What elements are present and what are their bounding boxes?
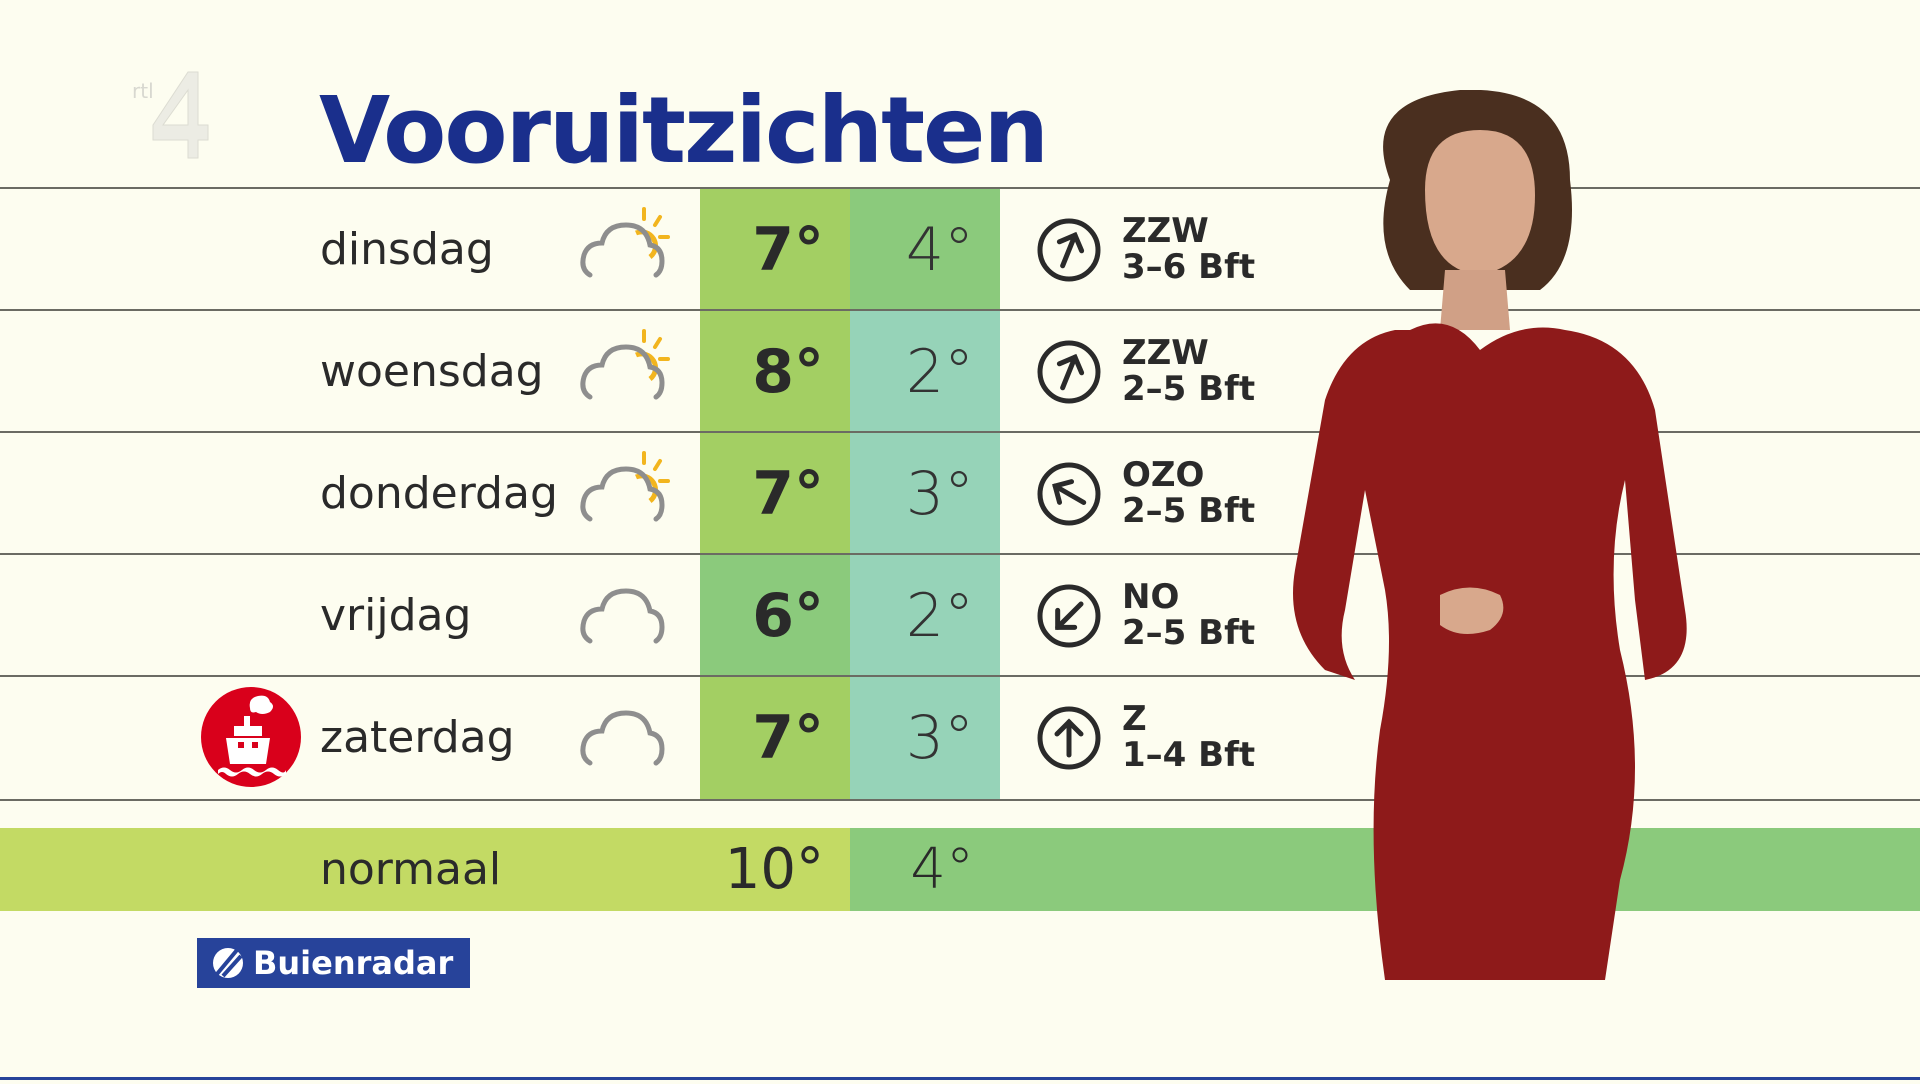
day-label: woensdag bbox=[320, 346, 544, 397]
cloud-sun-icon bbox=[578, 325, 676, 417]
wind-info: ZZW 2–5 Bft bbox=[1122, 335, 1255, 407]
buienradar-logo: Buienradar bbox=[197, 938, 470, 988]
low-temp: 2° bbox=[850, 555, 1000, 677]
wind-info: OZO 2–5 Bft bbox=[1122, 457, 1255, 529]
cloud-sun-icon bbox=[578, 203, 676, 295]
page-title: Vooruitzichten bbox=[319, 77, 1049, 184]
high-temp: 8° bbox=[700, 311, 850, 433]
cloud-sun-icon bbox=[578, 447, 676, 539]
high-temp: 7° bbox=[700, 189, 850, 311]
day-label: donderdag bbox=[320, 468, 558, 519]
boat-icon bbox=[200, 686, 302, 788]
cloud-icon bbox=[578, 691, 676, 783]
rtl4-logo: rtl bbox=[128, 70, 228, 160]
low-temp: 4° bbox=[850, 189, 1000, 311]
normal-low: 4° bbox=[910, 837, 974, 902]
wind-arrow-icon bbox=[1036, 461, 1102, 527]
wind-force: 1–4 Bft bbox=[1122, 735, 1256, 775]
wind-direction: OZO bbox=[1122, 455, 1205, 495]
day-label: zaterdag bbox=[320, 712, 515, 763]
low-temp: 3° bbox=[850, 677, 1000, 799]
forecast-row: 6° 2° vrijdag NO 2–5 Bft bbox=[0, 553, 1920, 677]
forecast-row: 7° 4° dinsdag ZZW 3–6 Bft bbox=[0, 187, 1920, 311]
buienradar-label: Buienradar bbox=[253, 944, 454, 982]
wind-arrow-icon bbox=[1036, 705, 1102, 771]
forecast-row: 7° 3° donderdag OZO 2–5 Bft bbox=[0, 431, 1920, 555]
svg-text:rtl: rtl bbox=[132, 79, 154, 103]
normal-high: 10° bbox=[724, 837, 824, 902]
wind-arrow-icon bbox=[1036, 339, 1102, 405]
low-temp: 2° bbox=[850, 311, 1000, 433]
wind-force: 2–5 Bft bbox=[1122, 613, 1256, 653]
wind-info: Z 1–4 Bft bbox=[1122, 701, 1255, 773]
wind-direction: ZZW bbox=[1122, 333, 1209, 373]
normal-label: normaal bbox=[320, 844, 502, 895]
day-label: vrijdag bbox=[320, 590, 472, 641]
bottom-edge bbox=[0, 1077, 1920, 1080]
wind-direction: NO bbox=[1122, 577, 1180, 617]
forecast-row: 7° 3° zaterdag Z 1–4 Bft bbox=[0, 675, 1920, 801]
wind-info: NO 2–5 Bft bbox=[1122, 579, 1255, 651]
high-temp: 7° bbox=[700, 677, 850, 799]
buienradar-icon bbox=[213, 948, 243, 978]
wind-info: ZZW 3–6 Bft bbox=[1122, 213, 1255, 285]
wind-direction: Z bbox=[1122, 699, 1147, 739]
wind-arrow-icon bbox=[1036, 217, 1102, 283]
normal-high-band bbox=[0, 828, 850, 911]
wind-force: 2–5 Bft bbox=[1122, 491, 1256, 531]
wind-force: 2–5 Bft bbox=[1122, 369, 1256, 409]
low-temp: 3° bbox=[850, 433, 1000, 555]
wind-direction: ZZW bbox=[1122, 211, 1209, 251]
cloud-icon bbox=[578, 569, 676, 661]
wind-arrow-icon bbox=[1036, 583, 1102, 649]
day-label: dinsdag bbox=[320, 224, 494, 275]
wind-force: 3–6 Bft bbox=[1122, 247, 1256, 287]
high-temp: 6° bbox=[700, 555, 850, 677]
high-temp: 7° bbox=[700, 433, 850, 555]
forecast-row: 8° 2° woensdag ZZW 2–5 Bft bbox=[0, 309, 1920, 433]
presenter-image bbox=[1240, 89, 1740, 1080]
